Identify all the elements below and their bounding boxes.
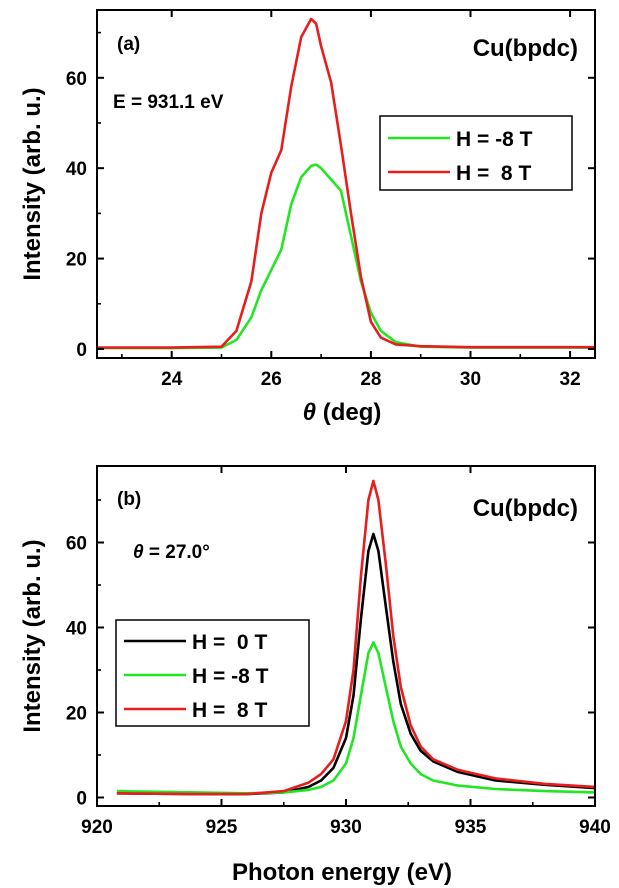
material-label: Cu(bpdc) <box>473 495 578 522</box>
x-axis-title-text: Photon energy (eV) <box>232 859 452 886</box>
condition-annotation: E = 931.1 eV <box>113 92 224 113</box>
y-tick-label: 60 <box>66 69 87 90</box>
y-tick-label: 40 <box>66 619 87 640</box>
x-tick-label: 930 <box>330 817 362 838</box>
legend-label: H = 0 T <box>192 631 267 654</box>
chart-panel-a: 24 26 28 30 32 0 20 40 60 (a) Cu(bpdc) E = 931.1 eV… <box>19 9 596 426</box>
condition-annotation: θ = 27.0° <box>133 542 210 563</box>
y-tick-label: 20 <box>66 250 87 271</box>
x-axis-title: θ (deg) <box>303 399 382 426</box>
chart-panel-b: 920 925 930 935 940 0 20 40 60 (b) Cu(bpdc) θ = 27.… <box>19 465 611 886</box>
series-line-2 <box>116 641 595 795</box>
x-axis-title: Photon energy (eV) <box>232 859 452 886</box>
x-tick-label: 940 <box>579 817 611 838</box>
series-line-1 <box>97 163 595 350</box>
series-line-2 <box>97 17 595 349</box>
x-tick-label: 925 <box>206 817 238 838</box>
legend-label: H = 8 T <box>456 162 531 185</box>
x-tick-label: 24 <box>161 369 183 390</box>
plot-frame <box>96 9 596 359</box>
panel-label: (a) <box>117 34 140 55</box>
y-tick-label: 20 <box>66 704 87 725</box>
annotation-text: = 27.0° <box>144 542 210 563</box>
x-tick-label: 920 <box>81 817 113 838</box>
y-axis-title: Intensity (arb. u.) <box>19 539 46 732</box>
series-line-1 <box>116 532 595 796</box>
annotation-text: E = 931.1 eV <box>113 92 224 113</box>
series-line-3 <box>116 479 595 796</box>
theta-symbol: θ <box>133 542 144 563</box>
legend-label: H = -8 T <box>456 128 533 151</box>
x-tick-label: 28 <box>360 369 381 390</box>
legend: H = 0 T H = -8 T H = 8 T <box>115 619 310 727</box>
legend: H = -8 T H = 8 T <box>379 115 573 191</box>
material-label: Cu(bpdc) <box>473 35 578 62</box>
legend-label: H = -8 T <box>192 665 269 688</box>
x-tick-label: 32 <box>560 369 581 390</box>
x-tick-label: 30 <box>460 369 481 390</box>
panel-label: (b) <box>117 489 141 510</box>
legend-label: H = 8 T <box>192 699 267 722</box>
x-axis-title-text: (deg) <box>316 399 381 426</box>
legend-box <box>379 115 573 191</box>
x-tick-label: 935 <box>455 817 487 838</box>
y-tick-label: 0 <box>76 340 87 361</box>
theta-symbol: θ <box>303 399 316 426</box>
y-tick-label: 60 <box>66 534 87 555</box>
y-tick-label: 40 <box>66 159 87 180</box>
x-tick-label: 26 <box>261 369 282 390</box>
y-axis-title: Intensity (arb. u.) <box>19 87 46 280</box>
y-tick-label: 0 <box>76 789 87 810</box>
